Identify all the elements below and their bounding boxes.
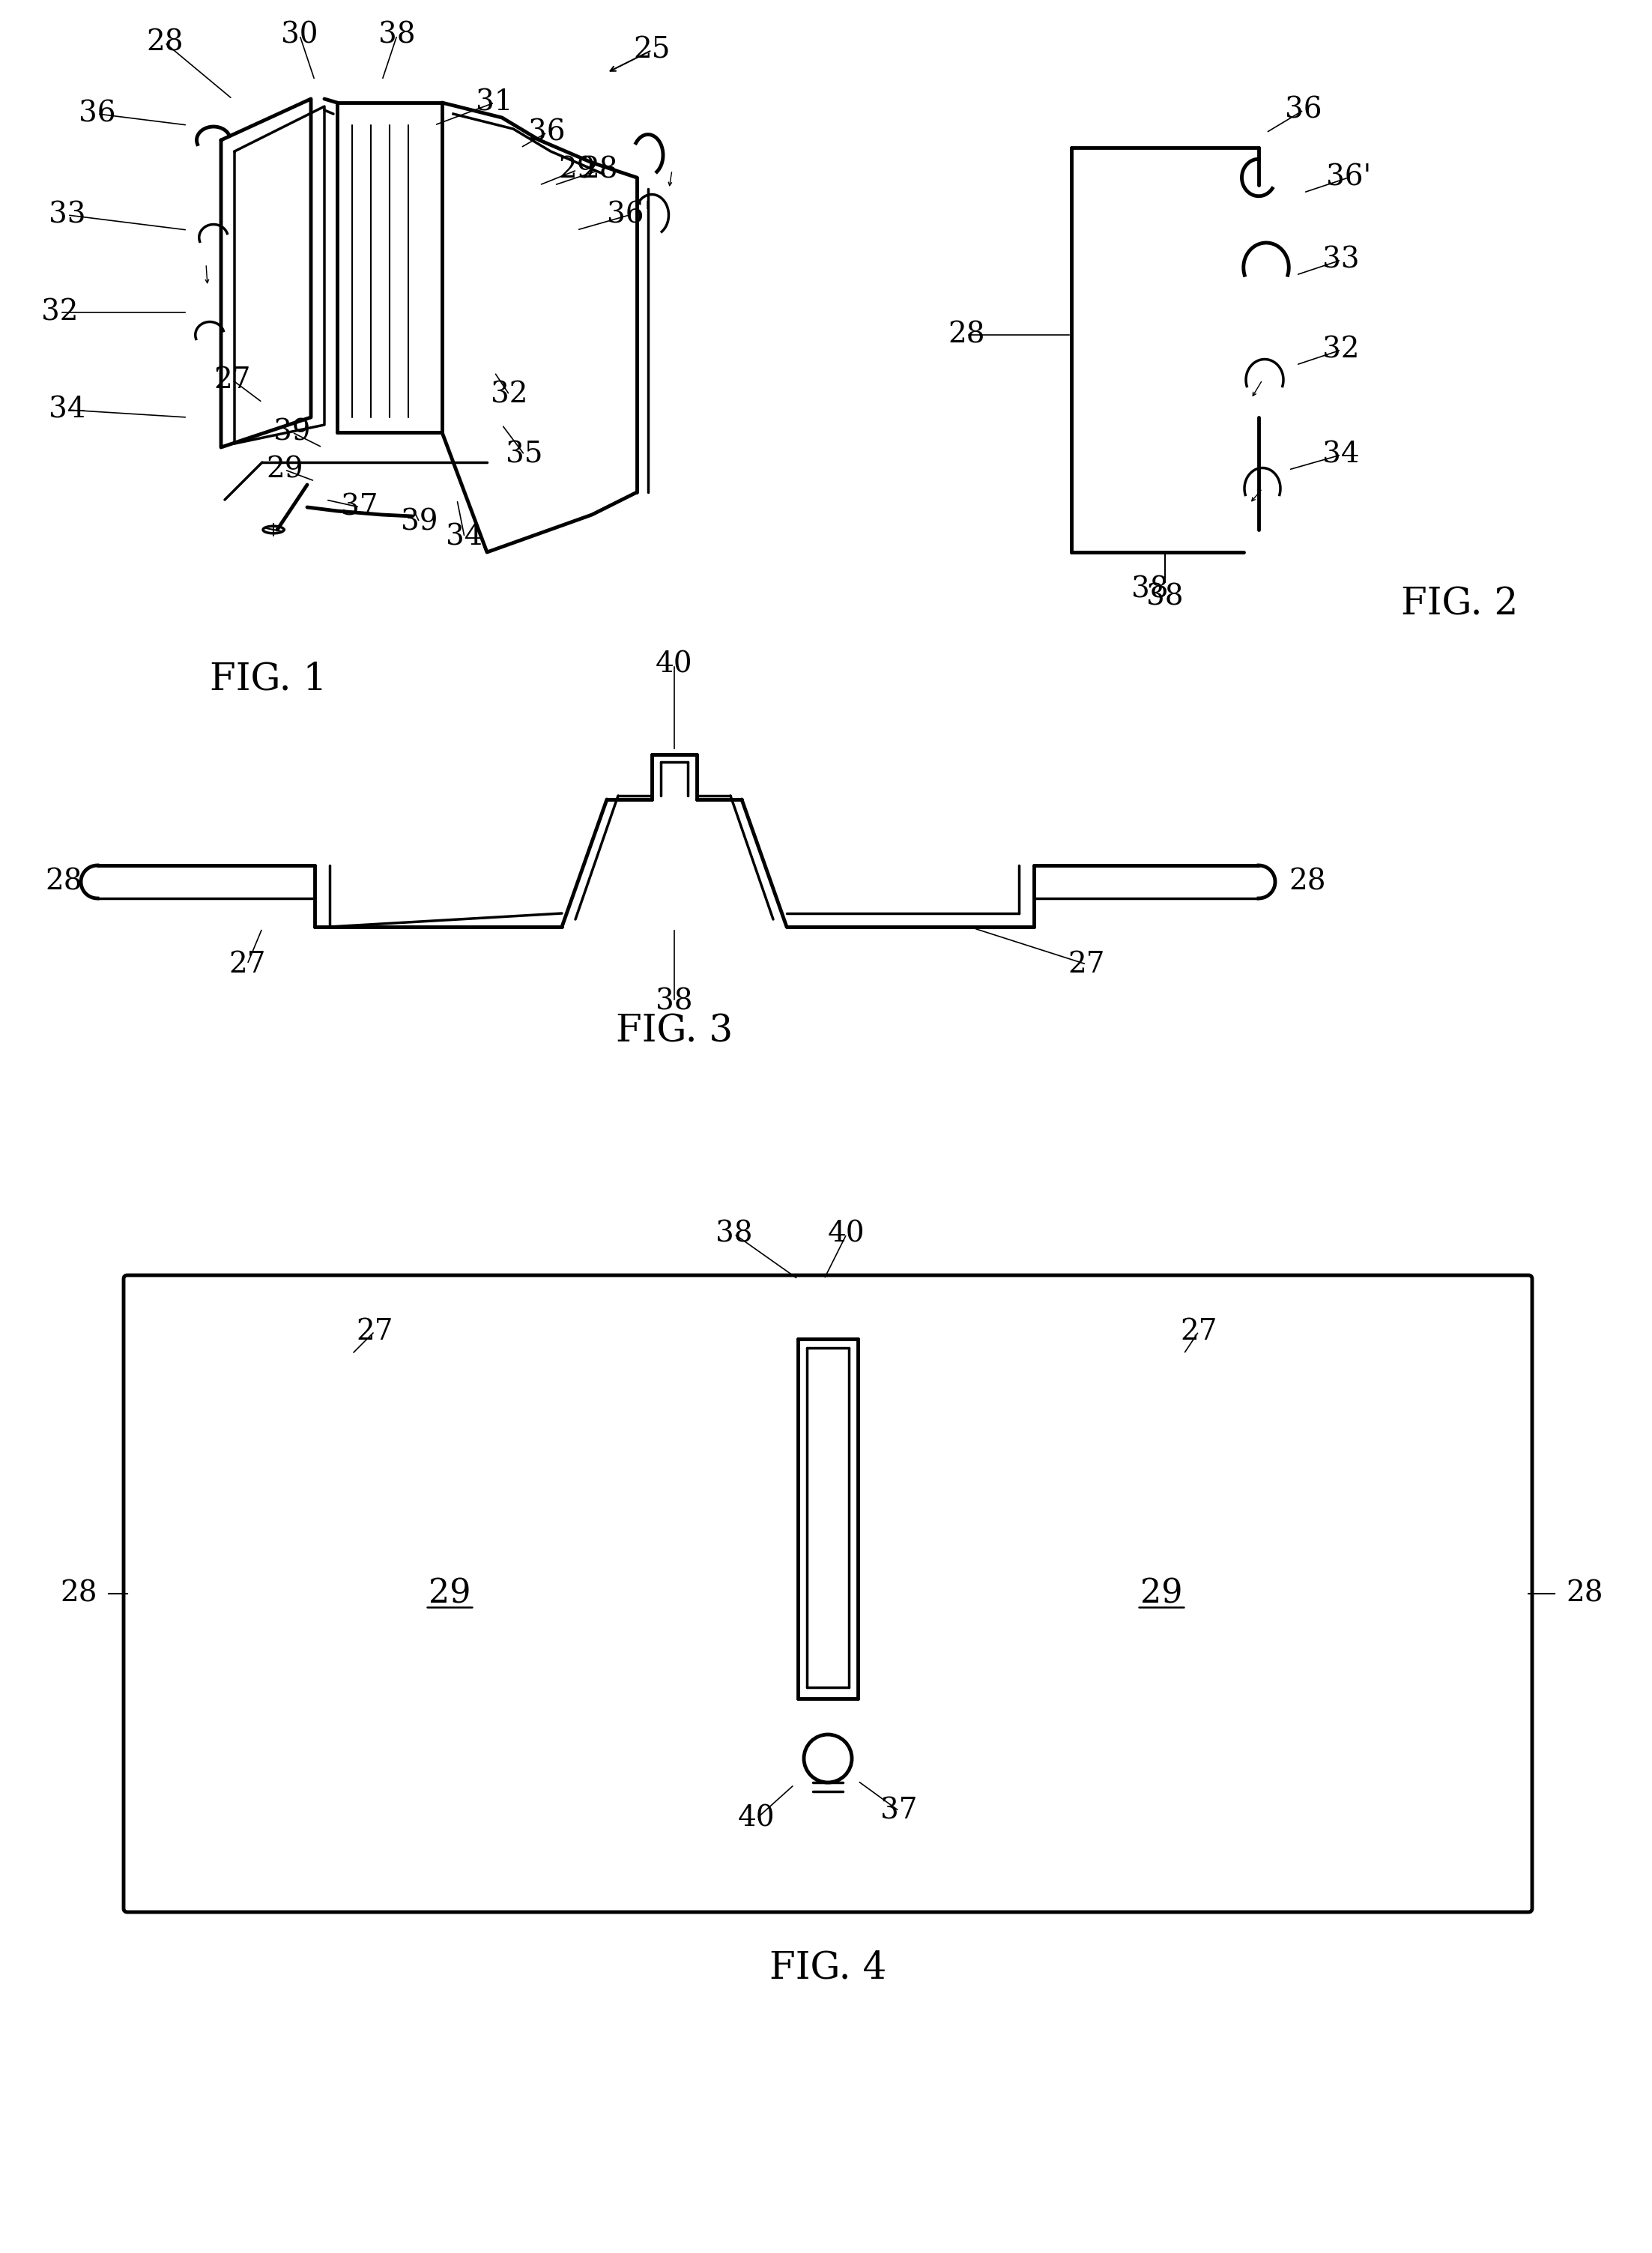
Text: 29: 29	[558, 155, 595, 185]
Text: FIG. 3: FIG. 3	[616, 1014, 733, 1050]
Text: 28: 28	[948, 322, 985, 349]
Text: 40: 40	[738, 1805, 775, 1832]
Text: 28: 28	[1289, 867, 1325, 897]
Text: 34: 34	[1323, 442, 1360, 469]
Text: 36: 36	[529, 119, 565, 146]
Text: 38: 38	[715, 1221, 753, 1248]
Text: 27: 27	[1067, 951, 1105, 978]
Text: 35: 35	[506, 442, 544, 469]
Text: 28: 28	[61, 1579, 97, 1609]
Text: 36: 36	[79, 99, 116, 128]
Text: 30: 30	[281, 20, 319, 50]
Text: 33: 33	[50, 201, 86, 230]
Text: FIG. 4: FIG. 4	[770, 1949, 887, 1987]
Text: 29: 29	[266, 455, 304, 484]
Text: 32: 32	[1323, 336, 1360, 363]
Text: 27: 27	[228, 951, 266, 978]
Text: 29: 29	[428, 1577, 471, 1611]
Text: 31: 31	[476, 88, 514, 117]
Text: 37: 37	[340, 493, 378, 520]
Text: 28: 28	[1566, 1579, 1602, 1609]
Text: 38: 38	[378, 20, 416, 50]
Text: 27: 27	[357, 1318, 393, 1345]
Text: 28: 28	[147, 29, 183, 56]
Text: 28: 28	[582, 155, 618, 185]
Text: 37: 37	[881, 1798, 917, 1825]
Text: 25: 25	[633, 36, 671, 63]
Text: 40: 40	[656, 651, 692, 678]
Text: 32: 32	[41, 300, 79, 327]
Text: 34: 34	[50, 397, 86, 424]
Text: 36: 36	[1285, 97, 1322, 124]
Text: 38: 38	[1132, 577, 1168, 604]
Text: 36': 36'	[606, 201, 653, 230]
Text: 38: 38	[1146, 584, 1183, 611]
Text: 39: 39	[274, 419, 311, 446]
Text: 29: 29	[1140, 1577, 1183, 1611]
Text: 33: 33	[1323, 246, 1360, 275]
Text: 32: 32	[491, 381, 529, 408]
Text: 38: 38	[656, 987, 692, 1016]
Text: 28: 28	[45, 867, 83, 897]
Text: FIG. 2: FIG. 2	[1401, 586, 1518, 624]
Text: 40: 40	[828, 1221, 866, 1248]
Text: 27: 27	[213, 365, 251, 394]
Text: 34: 34	[446, 523, 482, 552]
Text: FIG. 1: FIG. 1	[210, 660, 327, 698]
Text: 27: 27	[1180, 1318, 1218, 1345]
Text: 39: 39	[401, 509, 438, 536]
Text: 36': 36'	[1327, 164, 1371, 192]
